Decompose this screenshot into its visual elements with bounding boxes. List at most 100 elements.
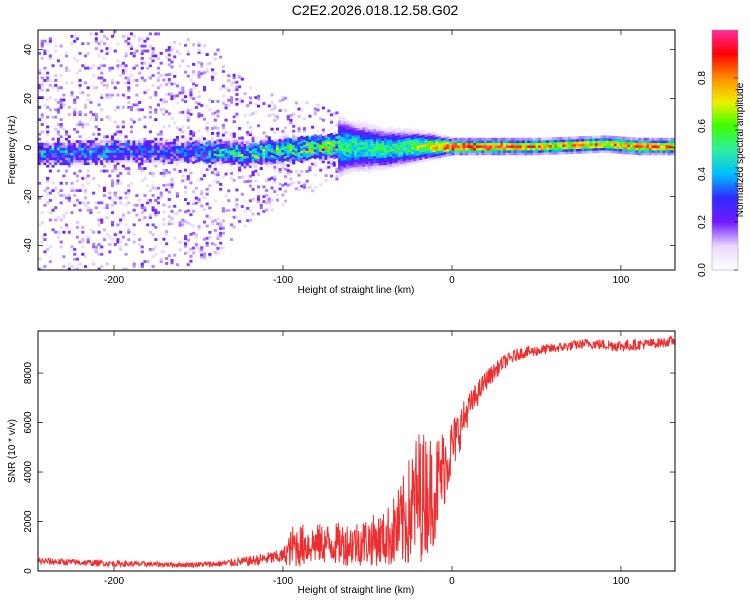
heatmap-cell bbox=[202, 88, 207, 92]
heatmap-cell bbox=[305, 150, 309, 154]
heatmap-cell bbox=[667, 147, 672, 151]
heatmap-cell bbox=[213, 228, 217, 232]
heatmap-cell bbox=[592, 145, 596, 149]
heatmap-cell bbox=[129, 42, 134, 46]
heatmap-cell bbox=[405, 135, 409, 139]
heatmap-cell bbox=[240, 136, 244, 140]
heatmap-cell bbox=[192, 97, 196, 101]
heatmap-cell bbox=[119, 245, 123, 249]
heatmap-cell bbox=[148, 105, 152, 109]
heatmap-cell bbox=[227, 199, 231, 203]
heatmap-cell bbox=[638, 152, 642, 156]
heatmap-cell bbox=[251, 156, 255, 160]
heatmap-cell bbox=[154, 225, 158, 229]
heatmap-cell bbox=[365, 156, 369, 160]
heatmap-cell bbox=[397, 156, 401, 160]
heatmap-cell bbox=[311, 152, 315, 156]
heatmap-cell bbox=[194, 196, 198, 200]
heatmap-cell bbox=[119, 130, 123, 134]
heatmap-cell bbox=[132, 233, 136, 237]
heatmap-cell bbox=[427, 155, 431, 159]
heatmap-cell bbox=[427, 140, 431, 144]
heatmap-cell bbox=[148, 216, 152, 219]
heatmap-cell bbox=[267, 160, 271, 164]
heatmap-cell bbox=[124, 145, 128, 148]
heatmap-cell bbox=[346, 163, 350, 167]
heatmap-cell bbox=[154, 211, 158, 215]
heatmap-cell bbox=[43, 238, 47, 242]
heatmap-cell bbox=[321, 128, 325, 132]
heatmap-cell bbox=[335, 150, 339, 154]
heatmap-cell bbox=[86, 150, 90, 153]
heatmap-cell bbox=[129, 159, 134, 163]
heatmap-cell bbox=[148, 142, 152, 146]
x-tick-label: -100 bbox=[273, 576, 293, 587]
heatmap-cell bbox=[457, 152, 461, 156]
heatmap-cell bbox=[78, 120, 82, 124]
heatmap-cell bbox=[519, 137, 523, 141]
heatmap-cell bbox=[100, 30, 104, 33]
heatmap-cell bbox=[492, 147, 496, 151]
heatmap-cell bbox=[313, 112, 317, 116]
heatmap-cell bbox=[605, 137, 609, 141]
heatmap-cell bbox=[527, 142, 531, 146]
heatmap-cell bbox=[232, 166, 236, 170]
heatmap-cell bbox=[221, 101, 225, 105]
heatmap-cell bbox=[524, 145, 528, 148]
heatmap-cell bbox=[205, 138, 209, 142]
heatmap-cell bbox=[262, 143, 266, 147]
heatmap-cell bbox=[197, 70, 201, 74]
heatmap-cell bbox=[175, 155, 179, 159]
heatmap-cell bbox=[281, 147, 285, 150]
heatmap-cell bbox=[267, 138, 271, 142]
heatmap-cell bbox=[521, 142, 526, 146]
heatmap-cell bbox=[589, 150, 593, 154]
heatmap-cell bbox=[394, 137, 398, 141]
heatmap-cell bbox=[419, 132, 423, 136]
heatmap-cell bbox=[589, 143, 593, 147]
heatmap-cell bbox=[381, 152, 385, 156]
heatmap-cell bbox=[173, 155, 177, 159]
heatmap-cell bbox=[367, 170, 371, 174]
heatmap-cell bbox=[481, 142, 485, 146]
heatmap-cell bbox=[254, 137, 258, 141]
heatmap-cell bbox=[405, 162, 409, 166]
heatmap-cell bbox=[151, 147, 155, 151]
heatmap-cell bbox=[116, 150, 120, 153]
heatmap-cell bbox=[62, 159, 66, 163]
heatmap-cell bbox=[332, 144, 336, 148]
heatmap-cell bbox=[146, 66, 150, 70]
heatmap-cell bbox=[116, 157, 120, 161]
heatmap-cell bbox=[70, 152, 74, 156]
heatmap-cell bbox=[465, 142, 469, 146]
heatmap-cell bbox=[500, 142, 504, 146]
heatmap-cell bbox=[673, 137, 675, 141]
heatmap-cell bbox=[624, 151, 628, 155]
heatmap-cell bbox=[186, 177, 190, 181]
heatmap-cell bbox=[367, 124, 371, 128]
heatmap-cell bbox=[165, 142, 169, 145]
heatmap-cell bbox=[402, 136, 407, 140]
heatmap-cell bbox=[83, 157, 88, 161]
heatmap-cell bbox=[262, 153, 266, 157]
heatmap-cell bbox=[475, 150, 480, 153]
heatmap-cell bbox=[186, 116, 190, 120]
heatmap-cell bbox=[394, 155, 398, 158]
heatmap-cell bbox=[340, 148, 344, 152]
heatmap-cell bbox=[102, 228, 106, 232]
heatmap-cell bbox=[454, 145, 458, 148]
heatmap-cell bbox=[284, 136, 288, 139]
heatmap-cell bbox=[367, 160, 371, 164]
heatmap-cell bbox=[159, 132, 163, 136]
heatmap-cell bbox=[313, 156, 317, 160]
heatmap-cell bbox=[586, 140, 590, 144]
heatmap-cell bbox=[81, 142, 85, 146]
heatmap-cell bbox=[386, 156, 390, 160]
spectrogram-frame bbox=[37, 29, 676, 271]
heatmap-cell bbox=[359, 146, 363, 150]
heatmap-cell bbox=[140, 145, 144, 148]
heatmap-cell bbox=[116, 130, 120, 134]
heatmap-cell bbox=[275, 127, 280, 131]
heatmap-cell bbox=[129, 47, 134, 50]
heatmap-cell bbox=[75, 157, 79, 161]
